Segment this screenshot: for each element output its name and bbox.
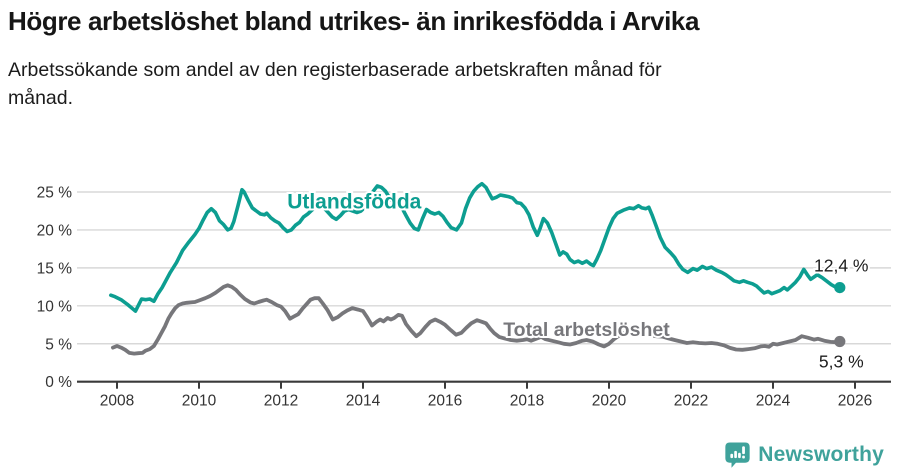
page-title: Högre arbetslöshet bland utrikes- än inr… <box>8 6 700 36</box>
newsworthy-brand-text: Newsworthy <box>758 443 884 466</box>
chart-header: Högre arbetslöshet bland utrikes- än inr… <box>8 6 892 113</box>
y-tick-label: 25 % <box>37 185 73 202</box>
series-label-utlandsfodda: Utlandsfödda <box>287 190 421 213</box>
x-tick-label: 2010 <box>182 393 217 410</box>
series-end-dot-total <box>834 335 846 348</box>
y-tick-label: 15 % <box>37 260 73 277</box>
x-tick-label: 2014 <box>346 393 381 410</box>
y-tick-label: 5 % <box>45 336 72 353</box>
end-value-label-utlandsfodda: 12,4 % <box>814 255 868 275</box>
x-tick-label: 2026 <box>838 393 872 410</box>
series-line-utlandsfodda <box>109 181 842 313</box>
end-value-label-total: 5,3 % <box>819 352 864 372</box>
x-tick-label: 2016 <box>428 393 462 410</box>
chart-subtitle: Arbetssökande som andel av den registerb… <box>8 59 662 109</box>
x-tick-label: 2022 <box>674 393 708 410</box>
newsworthy-logo-icon <box>725 442 750 468</box>
series-end-dot-utlandsfodda <box>834 282 846 294</box>
y-tick-label: 10 % <box>37 298 73 315</box>
series-line-total <box>111 283 842 356</box>
newsworthy-brand: Newsworthy <box>724 441 884 469</box>
y-tick-label: 20 % <box>37 222 73 239</box>
x-tick-label: 2012 <box>264 393 298 410</box>
x-tick-label: 2008 <box>100 393 134 410</box>
y-tick-label: 0 % <box>45 374 72 391</box>
x-tick-label: 2018 <box>510 393 544 410</box>
x-tick-label: 2020 <box>592 393 627 410</box>
series-label-total: Total arbetslöshet <box>503 319 670 341</box>
x-tick-label: 2024 <box>756 393 791 410</box>
